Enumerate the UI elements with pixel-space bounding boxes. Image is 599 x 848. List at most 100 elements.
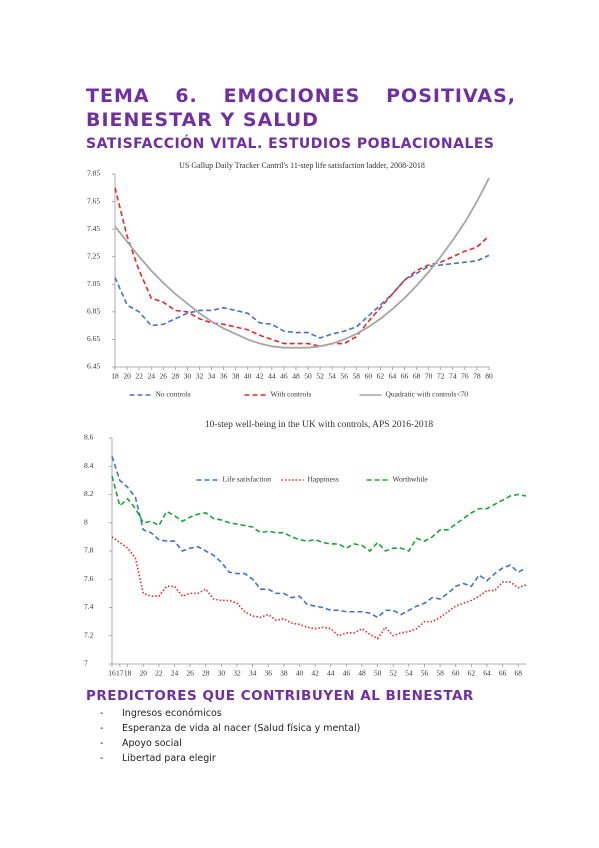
x-tick-label: 17 bbox=[116, 669, 124, 678]
x-tick-label: 72 bbox=[437, 372, 445, 381]
x-tick-label: 26 bbox=[160, 372, 168, 381]
x-tick-label: 42 bbox=[311, 669, 319, 678]
section-heading: PREDICTORES QUE CONTRIBUYEN AL BIENESTAR bbox=[86, 688, 474, 704]
x-tick-label: 36 bbox=[264, 669, 272, 678]
x-tick-label: 32 bbox=[196, 372, 204, 381]
list-item: Ingresos económicos bbox=[100, 708, 360, 723]
chart: US Gallup Daily Tracker Cantril's 11-ste… bbox=[87, 161, 493, 399]
x-tick-label: 42 bbox=[256, 372, 264, 381]
x-tick-label: 46 bbox=[343, 669, 351, 678]
x-tick-label: 20 bbox=[139, 669, 147, 678]
x-tick-label: 44 bbox=[268, 372, 276, 381]
x-tick-label: 26 bbox=[186, 669, 194, 678]
x-tick-label: 50 bbox=[374, 669, 382, 678]
legend-label: No controls bbox=[156, 390, 191, 399]
x-tick-label: 54 bbox=[328, 372, 336, 381]
chart-title: US Gallup Daily Tracker Cantril's 11-ste… bbox=[179, 161, 425, 170]
x-tick-label: 64 bbox=[389, 372, 397, 381]
x-tick-label: 52 bbox=[316, 372, 324, 381]
series-line bbox=[114, 187, 490, 348]
x-tick-label: 38 bbox=[280, 669, 288, 678]
chart: 10-step well-being in the UK with contro… bbox=[84, 420, 527, 678]
y-tick-label: 7.05 bbox=[87, 279, 100, 288]
x-tick-label: 46 bbox=[280, 372, 288, 381]
x-tick-label: 18 bbox=[124, 669, 132, 678]
y-tick-label: 7.25 bbox=[87, 251, 100, 260]
list-item: Esperanza de vida al nacer (Salud física… bbox=[100, 723, 360, 738]
legend-label: Happiness bbox=[308, 475, 339, 484]
y-tick-label: 6.65 bbox=[87, 334, 100, 343]
x-tick-label: 20 bbox=[123, 372, 131, 381]
x-tick-label: 40 bbox=[244, 372, 252, 381]
x-tick-label: 44 bbox=[327, 669, 335, 678]
x-tick-label: 62 bbox=[377, 372, 385, 381]
x-tick-label: 40 bbox=[296, 669, 304, 678]
x-tick-label: 58 bbox=[353, 372, 361, 381]
x-tick-label: 48 bbox=[292, 372, 300, 381]
x-tick-label: 68 bbox=[413, 372, 421, 381]
series-line bbox=[111, 475, 527, 553]
x-tick-label: 34 bbox=[249, 669, 257, 678]
legend-label: Life satisfaction bbox=[223, 475, 272, 484]
x-tick-label: 30 bbox=[218, 669, 226, 678]
x-tick-label: 56 bbox=[340, 372, 348, 381]
x-tick-label: 68 bbox=[514, 669, 522, 678]
y-tick-label: 8.4 bbox=[84, 461, 94, 470]
x-tick-label: 24 bbox=[171, 669, 179, 678]
x-tick-label: 64 bbox=[483, 669, 491, 678]
x-tick-label: 30 bbox=[184, 372, 192, 381]
bullet-list: Ingresos económicosEsperanza de vida al … bbox=[100, 708, 360, 768]
x-tick-label: 32 bbox=[233, 669, 241, 678]
list-item: Libertad para elegir bbox=[100, 753, 360, 768]
x-tick-label: 60 bbox=[452, 669, 460, 678]
x-tick-label: 28 bbox=[202, 669, 210, 678]
x-tick-label: 28 bbox=[172, 372, 180, 381]
series-line bbox=[114, 254, 490, 339]
doc-subtitle: SATISFACCIÓN VITAL. ESTUDIOS POBLACIONAL… bbox=[86, 136, 495, 152]
x-tick-label: 18 bbox=[111, 372, 119, 381]
x-tick-label: 58 bbox=[436, 669, 444, 678]
x-tick-label: 34 bbox=[208, 372, 216, 381]
x-tick-label: 22 bbox=[155, 669, 163, 678]
x-tick-label: 80 bbox=[485, 372, 493, 381]
x-tick-label: 60 bbox=[365, 372, 373, 381]
x-tick-label: 70 bbox=[425, 372, 433, 381]
x-tick-label: 38 bbox=[232, 372, 240, 381]
y-tick-label: 7.6 bbox=[84, 574, 94, 583]
list-item: Apoyo social bbox=[100, 738, 360, 753]
series-line bbox=[114, 177, 490, 349]
x-tick-label: 36 bbox=[220, 372, 228, 381]
legend-label: With controls bbox=[271, 390, 312, 399]
y-tick-label: 7.85 bbox=[87, 169, 100, 178]
y-tick-label: 8.6 bbox=[84, 433, 94, 442]
y-tick-label: 8 bbox=[84, 517, 88, 526]
series-line bbox=[111, 456, 527, 619]
x-tick-label: 54 bbox=[405, 669, 413, 678]
y-tick-label: 7.4 bbox=[84, 602, 94, 611]
y-tick-label: 7 bbox=[84, 659, 88, 668]
legend-label: Worthwhile bbox=[393, 475, 429, 484]
x-tick-label: 76 bbox=[461, 372, 469, 381]
y-tick-label: 7.8 bbox=[84, 546, 94, 555]
x-tick-label: 78 bbox=[473, 372, 481, 381]
y-tick-label: 6.45 bbox=[87, 362, 100, 371]
y-tick-label: 8.2 bbox=[84, 489, 94, 498]
x-tick-label: 50 bbox=[304, 372, 312, 381]
y-tick-label: 7.45 bbox=[87, 224, 100, 233]
y-tick-label: 6.85 bbox=[87, 307, 100, 316]
x-tick-label: 48 bbox=[358, 669, 366, 678]
y-tick-label: 7.65 bbox=[87, 196, 100, 205]
legend-label: Quadratic with controls<70 bbox=[386, 390, 469, 399]
x-tick-label: 66 bbox=[499, 669, 507, 678]
x-tick-label: 62 bbox=[468, 669, 476, 678]
doc-title: TEMA 6. EMOCIONES POSITIVAS, BIENESTAR Y… bbox=[86, 85, 516, 131]
x-tick-label: 52 bbox=[389, 669, 397, 678]
x-tick-label: 24 bbox=[147, 372, 155, 381]
x-tick-label: 56 bbox=[421, 669, 429, 678]
x-tick-label: 74 bbox=[449, 372, 457, 381]
chart-title: 10-step well-being in the UK with contro… bbox=[205, 420, 433, 430]
x-tick-label: 16 bbox=[108, 669, 116, 678]
x-tick-label: 66 bbox=[401, 372, 409, 381]
series-line bbox=[111, 536, 527, 640]
